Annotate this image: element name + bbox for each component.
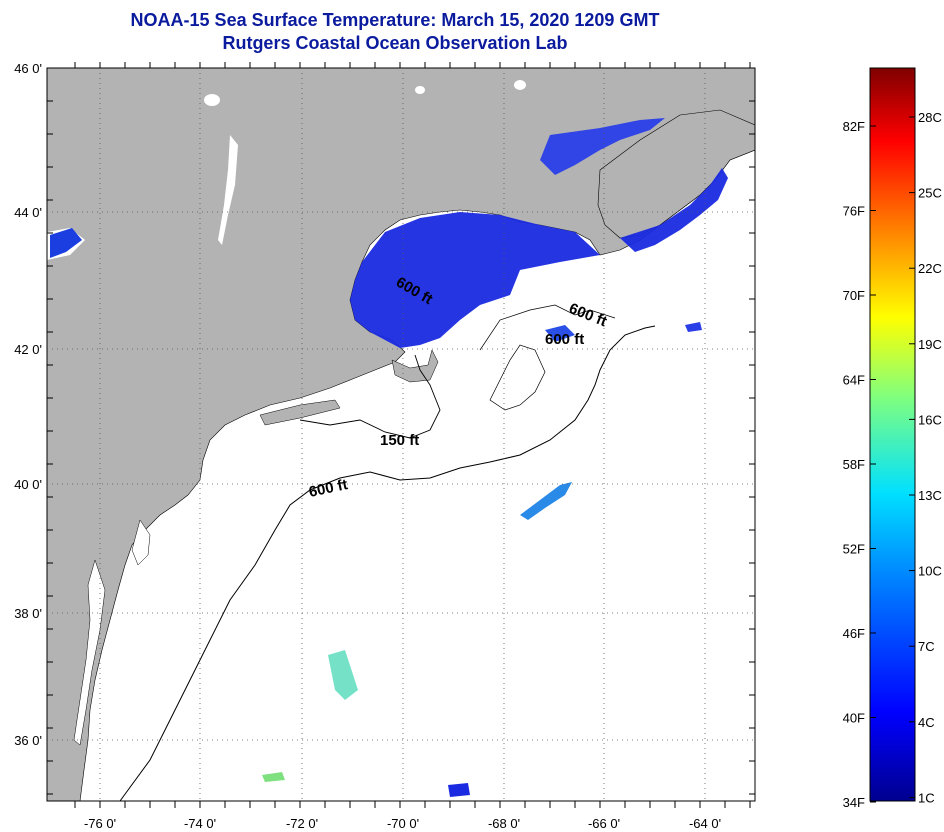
lake-patch <box>514 80 526 90</box>
colorbar-c-label: 1C <box>918 790 935 805</box>
land-long-island <box>259 399 341 426</box>
lat-label: 38 0' <box>14 606 42 621</box>
colorbar-f-label: 40F <box>843 711 865 726</box>
lon-label: -72 0' <box>286 816 318 831</box>
lake-patch <box>204 94 220 106</box>
lon-label: -68 0' <box>488 816 520 831</box>
contour-150ft <box>299 354 441 439</box>
colorbar-c-label: 19C <box>918 337 942 352</box>
lon-label: -76 0' <box>84 816 116 831</box>
colorbar-f-label: 58F <box>843 457 865 472</box>
lat-label: 42 0' <box>14 342 42 357</box>
depth-label: 150 ft <box>380 432 419 449</box>
longitude-labels: -76 0' -74 0' -72 0' -70 0' -68 0' -66 0' -64 … <box>84 816 721 831</box>
colorbar-c-label: 22C <box>918 261 942 276</box>
graticule <box>47 68 755 801</box>
colorbar-f-label: 82F <box>843 119 865 134</box>
lat-label: 40 0' <box>14 477 42 492</box>
axis-ticks <box>47 62 755 808</box>
sst-lake-patch <box>50 228 82 258</box>
colorbar-c-label: 4C <box>918 715 935 730</box>
sst-offshore-patch-green <box>328 650 358 700</box>
colorbar-fahrenheit-labels: 82F 76F 70F 64F 58F 52F 46F 40F 34F <box>843 119 876 810</box>
contour-northeast-channel <box>489 344 546 411</box>
lake-patch <box>415 86 425 94</box>
land-cape-cod <box>391 349 439 383</box>
lat-label: 46 0' <box>14 61 42 76</box>
map-title: NOAA-15 Sea Surface Temperature: March 1… <box>130 10 660 30</box>
map-frame <box>46 67 756 802</box>
sst-bay-of-fundy <box>540 118 665 175</box>
lon-label: -66 0' <box>588 816 620 831</box>
sst-patch-small <box>685 322 702 332</box>
colorbar-f-label: 46F <box>843 626 865 641</box>
colorbar-c-label: 16C <box>918 412 942 427</box>
colorbar-f-label: 34F <box>843 795 865 810</box>
lat-label: 36 0' <box>14 733 42 748</box>
contour-gulf <box>479 304 616 351</box>
sst-georges-bank-patch <box>545 325 575 342</box>
colorbar-c-label: 7C <box>918 639 935 654</box>
depth-label: 600 ft <box>545 331 584 348</box>
water-delaware-bay <box>131 519 151 566</box>
lon-label: -70 0' <box>387 816 419 831</box>
colorbar-f-label: 70F <box>843 288 865 303</box>
sst-scotian-shelf <box>620 168 728 252</box>
lake-champlain <box>218 135 238 245</box>
colorbar-f-label: 64F <box>843 373 865 388</box>
sst-offshore-patch <box>520 482 572 520</box>
water-chesapeake-bay <box>73 559 106 746</box>
colorbar <box>869 67 916 802</box>
lon-label: -64 0' <box>689 816 721 831</box>
contour-600ft <box>119 325 656 801</box>
sst-gulf-of-maine <box>350 212 600 348</box>
map-subtitle: Rutgers Coastal Ocean Observation Lab <box>222 33 568 53</box>
colorbar-c-label: 13C <box>918 488 942 503</box>
colorbar-c-label: 10C <box>918 564 942 579</box>
colorbar-f-label: 76F <box>843 204 865 219</box>
colorbar-celsius-labels: 28C 25C 22C 19C 16C 13C 10C 7C 4C 1C <box>909 110 942 805</box>
sst-offshore-patch-green <box>262 772 285 782</box>
latitude-labels: 46 0' 44 0' 42 0' 40 0' 38 0' 36 0' <box>14 61 42 748</box>
lat-label: 44 0' <box>14 205 42 220</box>
sst-patch-small <box>448 783 470 797</box>
colorbar-c-label: 25C <box>918 186 942 201</box>
colorbar-c-label: 28C <box>918 110 942 125</box>
lon-label: -74 0' <box>184 816 216 831</box>
colorbar-f-label: 52F <box>843 542 865 557</box>
